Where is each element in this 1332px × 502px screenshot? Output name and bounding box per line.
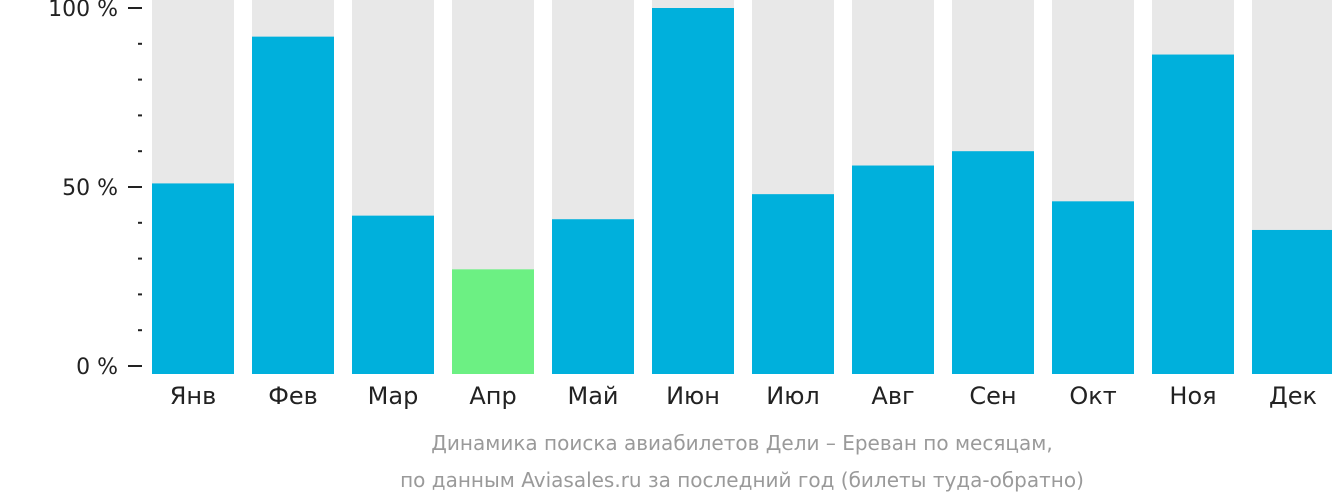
bar-4 bbox=[452, 269, 534, 374]
x-axis-labels: Янв Фев Мар Апр Май Июн Июл Авг Сен Окт Ноя Дек bbox=[170, 382, 1317, 410]
y-tick-label: 100 % bbox=[48, 0, 118, 22]
bar-1 bbox=[152, 183, 234, 374]
bar-7 bbox=[752, 194, 834, 374]
bar-10 bbox=[1052, 201, 1134, 374]
x-tick-label: Июн bbox=[666, 382, 720, 410]
bar-9 bbox=[952, 151, 1034, 374]
x-tick-label: Июл bbox=[766, 382, 820, 410]
caption-line-1: Динамика поиска авиабилетов Дели – Ерева… bbox=[431, 431, 1052, 455]
bar-12 bbox=[1252, 229, 1332, 374]
bar-11 bbox=[1152, 54, 1234, 374]
bar-2 bbox=[252, 36, 334, 374]
x-tick-label: Авг bbox=[871, 382, 914, 410]
y-tick-label: 0 % bbox=[76, 355, 118, 380]
bars bbox=[152, 8, 1332, 374]
bar-5 bbox=[552, 219, 634, 374]
x-tick-label: Мар bbox=[368, 382, 419, 410]
x-tick-label: Окт bbox=[1069, 382, 1116, 410]
x-tick-label: Фев bbox=[268, 382, 318, 410]
bar-8 bbox=[852, 165, 934, 374]
x-tick-label: Апр bbox=[469, 382, 516, 410]
x-tick-label: Сен bbox=[969, 382, 1016, 410]
bar-3 bbox=[352, 215, 434, 374]
x-tick-label: Май bbox=[567, 382, 618, 410]
x-tick-label: Янв bbox=[170, 382, 217, 410]
x-tick-label: Ноя bbox=[1169, 382, 1216, 410]
y-axis: 0 % 50 % 100 % bbox=[48, 0, 142, 380]
caption-line-2: по данным Aviasales.ru за последний год … bbox=[400, 468, 1084, 492]
chart-caption: Динамика поиска авиабилетов Дели – Ерева… bbox=[400, 431, 1084, 492]
y-tick-label: 50 % bbox=[62, 176, 118, 201]
bar-6 bbox=[652, 8, 734, 374]
x-tick-label: Дек bbox=[1269, 382, 1317, 410]
